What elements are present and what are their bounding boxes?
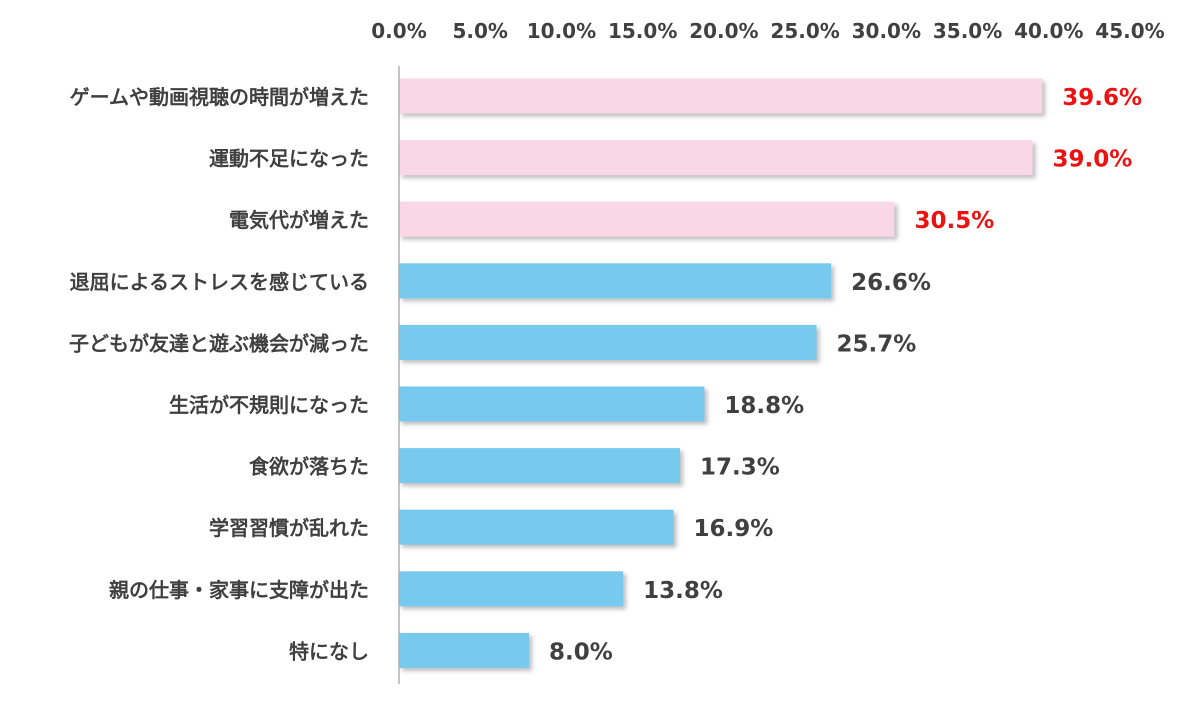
x-tick-label: 5.0% bbox=[452, 19, 507, 43]
bar bbox=[399, 509, 674, 545]
x-axis-ticks: 0.0% 5.0% 10.0% 15.0% 20.0% 25.0% 30.0% 35.0% 40… bbox=[371, 19, 1164, 43]
data-label: 26.6% bbox=[851, 270, 931, 296]
x-tick-label: 35.0% bbox=[933, 19, 1002, 43]
bar bbox=[399, 263, 832, 299]
bar bbox=[399, 571, 624, 607]
category-label: 食欲が落ちた bbox=[249, 455, 369, 479]
bar bbox=[399, 324, 817, 360]
data-label: 39.6% bbox=[1062, 85, 1142, 111]
category-label: 運動不足になった bbox=[209, 147, 369, 171]
bar bbox=[399, 448, 681, 484]
x-tick-label: 20.0% bbox=[689, 19, 758, 43]
value-labels: 39.6% 39.0% 30.5% 26.6% 25.7% 18.8% 17.3% 16.9%… bbox=[549, 85, 1142, 665]
x-tick-label: 30.0% bbox=[852, 19, 921, 43]
category-label: 学習習慣が乱れた bbox=[209, 516, 369, 540]
category-label: ゲームや動画視聴の時間が増えた bbox=[70, 85, 369, 109]
x-tick-label: 15.0% bbox=[608, 19, 677, 43]
category-label: 電気代が増えた bbox=[229, 208, 369, 232]
category-label: 特になし bbox=[289, 639, 369, 663]
x-tick-label: 25.0% bbox=[770, 19, 839, 43]
category-label: 生活が不規則になった bbox=[169, 393, 369, 417]
category-label: 子どもが友達と遊ぶ機会が減った bbox=[69, 331, 369, 355]
data-label: 39.0% bbox=[1053, 147, 1133, 173]
data-label: 13.8% bbox=[643, 578, 723, 604]
data-label: 30.5% bbox=[914, 208, 994, 234]
data-label: 16.9% bbox=[694, 516, 774, 542]
x-tick-label: 45.0% bbox=[1095, 19, 1164, 43]
category-label: 退屈によるストレスを感じている bbox=[70, 270, 369, 294]
bar bbox=[399, 140, 1033, 176]
x-tick-label: 0.0% bbox=[371, 19, 426, 43]
bar bbox=[399, 386, 705, 422]
x-tick-label: 40.0% bbox=[1014, 19, 1083, 43]
category-label: 親の仕事・家事に支障が出た bbox=[109, 578, 369, 602]
category-labels: ゲームや動画視聴の時間が増えた運動不足になった電気代が増えた退屈によるストレスを… bbox=[69, 85, 369, 663]
x-tick-label: 10.0% bbox=[527, 19, 596, 43]
bar bbox=[399, 632, 529, 668]
bar bbox=[399, 78, 1043, 114]
bars bbox=[399, 78, 1043, 668]
data-label: 17.3% bbox=[700, 455, 780, 481]
data-label: 18.8% bbox=[724, 393, 804, 419]
data-label: 8.0% bbox=[549, 639, 613, 665]
data-label: 25.7% bbox=[836, 331, 916, 357]
bar bbox=[399, 201, 895, 237]
